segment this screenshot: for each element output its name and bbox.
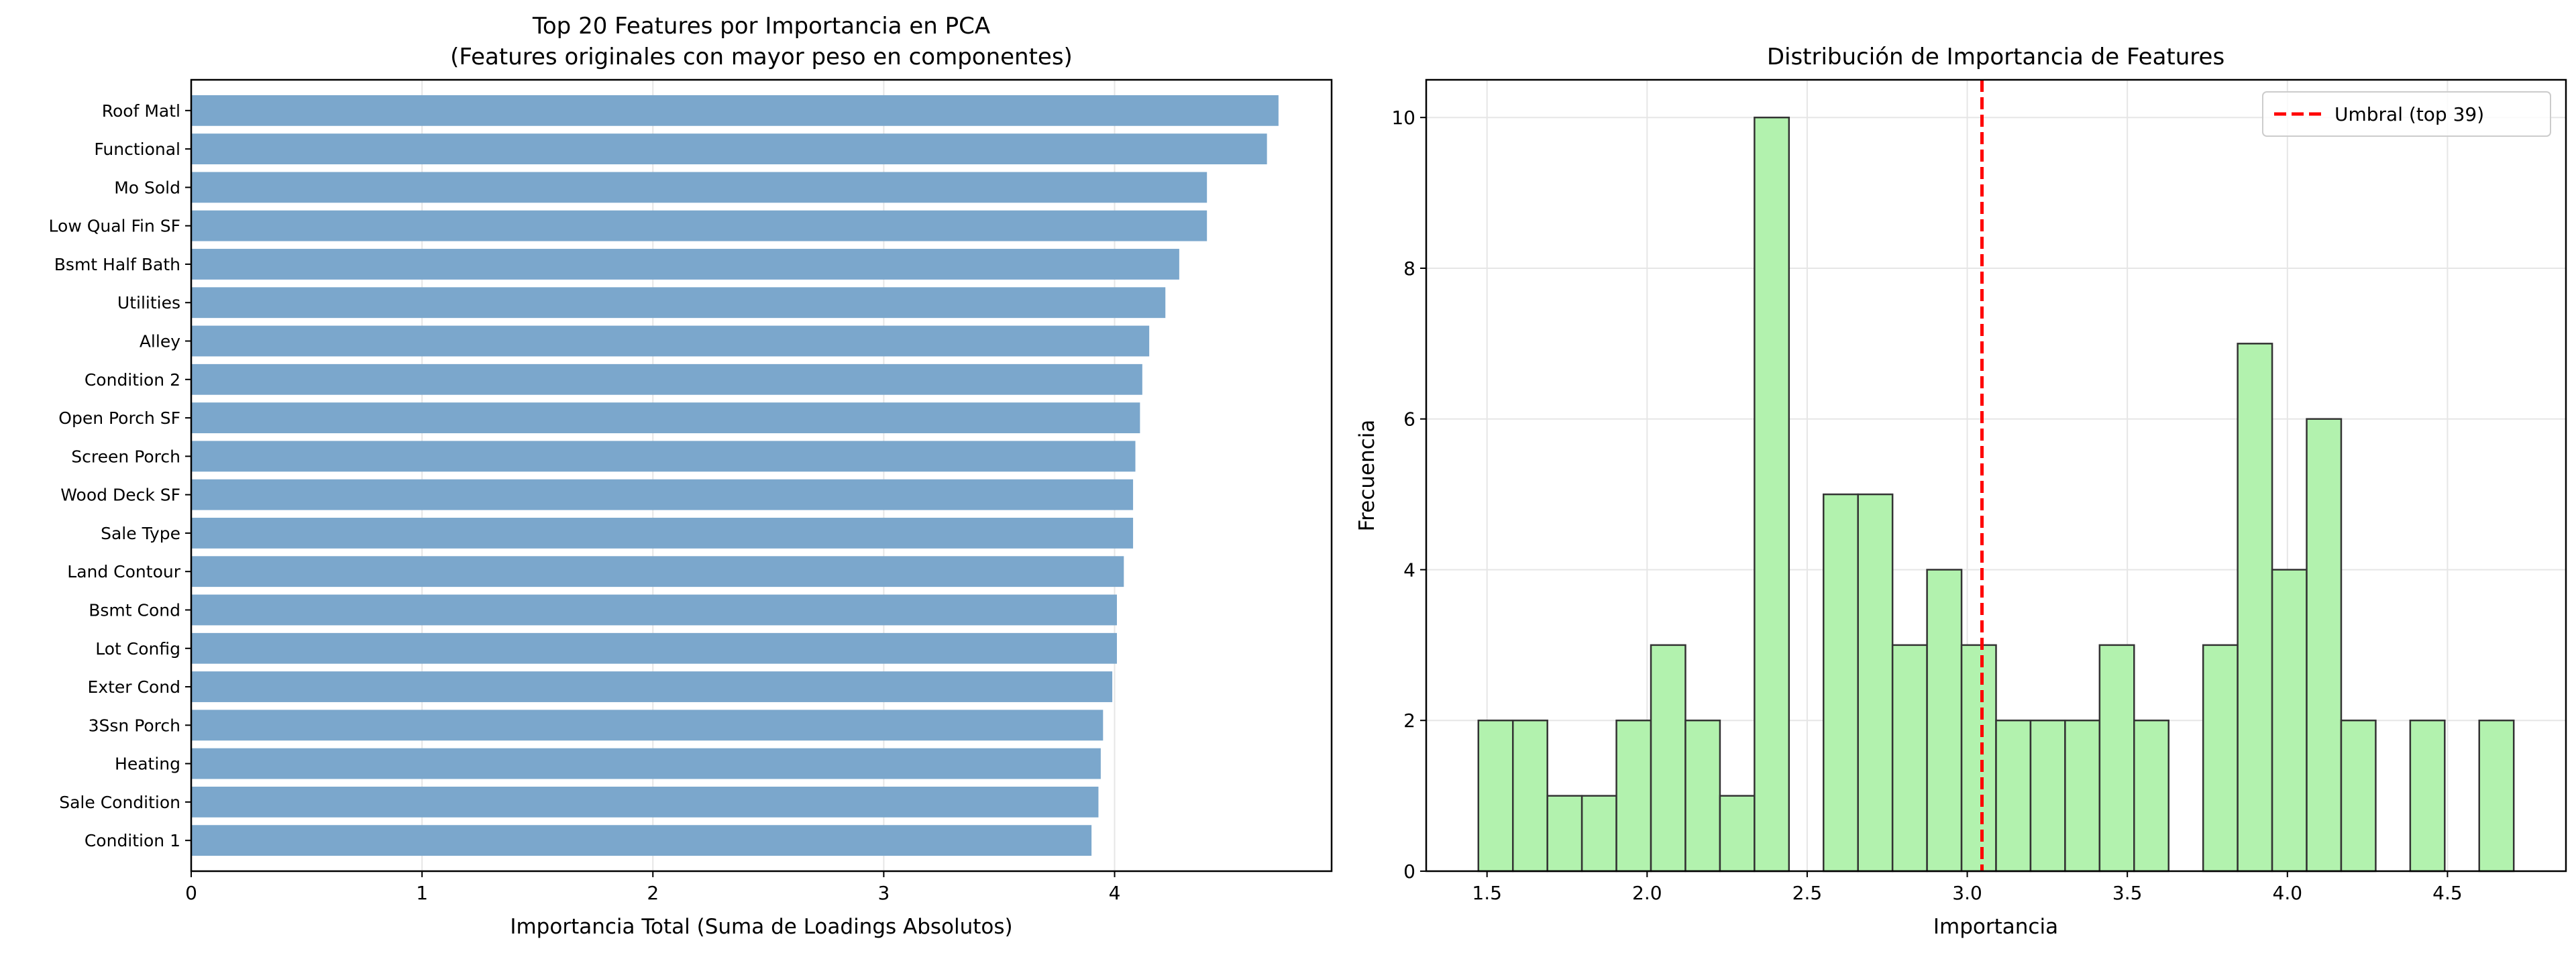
left-subtitle: (Features originales con mayor peso en c… bbox=[450, 44, 1073, 70]
histogram-bar bbox=[1580, 795, 1617, 873]
bar bbox=[191, 402, 1140, 433]
x-tick-label: 1 bbox=[416, 882, 428, 904]
histogram-bar bbox=[2064, 719, 2101, 873]
y-tick-label: Sale Condition bbox=[59, 793, 180, 812]
right-xlabel: Importancia bbox=[1933, 915, 2058, 939]
histogram-bar bbox=[2202, 644, 2239, 873]
y-tick-label: Bsmt Cond bbox=[89, 600, 180, 620]
histogram-importance: Distribución de Importancia de Features … bbox=[1355, 44, 2567, 939]
x-tick-label: 3.5 bbox=[2112, 882, 2143, 904]
bar bbox=[191, 786, 1099, 818]
y-tick-label: Heating bbox=[115, 754, 180, 774]
bar bbox=[191, 210, 1208, 241]
bar bbox=[191, 671, 1113, 702]
y-tick-label: Mo Sold bbox=[114, 178, 180, 197]
y-tick-label: Wood Deck SF bbox=[60, 486, 180, 505]
x-tick-label: 1.5 bbox=[1472, 882, 1502, 904]
histogram-bar bbox=[2098, 644, 2135, 873]
x-tick-label: 0 bbox=[185, 882, 197, 904]
histogram-bar bbox=[1891, 644, 1928, 873]
x-tick-label: 4.0 bbox=[2273, 882, 2303, 904]
bar bbox=[191, 287, 1166, 319]
histogram-bar bbox=[1926, 569, 1963, 873]
y-tick-label: Condition 1 bbox=[85, 831, 180, 850]
histogram-bar bbox=[2409, 719, 2446, 873]
legend: Umbral (top 39) bbox=[2262, 91, 2551, 137]
histogram-bar bbox=[2029, 719, 2066, 873]
histogram-bar bbox=[1719, 795, 1756, 873]
y-tick-label: Exter Cond bbox=[88, 677, 180, 697]
axes-frame bbox=[190, 78, 1333, 873]
y-tick-label: Utilities bbox=[117, 293, 180, 313]
histogram-bar bbox=[2237, 343, 2273, 873]
bar bbox=[191, 95, 1279, 126]
x-tick-label: 2.5 bbox=[1792, 882, 1823, 904]
bar bbox=[191, 710, 1104, 741]
y-tick-label: Bsmt Half Bath bbox=[54, 255, 180, 274]
bar bbox=[191, 325, 1150, 357]
y-tick-label: Sale Type bbox=[101, 524, 180, 543]
bar bbox=[191, 556, 1124, 587]
bar-chart-importance: Top 20 Features por Importancia en PCA (… bbox=[49, 13, 1333, 939]
legend-label: Umbral (top 39) bbox=[2334, 103, 2484, 125]
y-tick-label: Roof Matl bbox=[102, 101, 180, 121]
histogram-bar bbox=[1823, 493, 1859, 873]
bar bbox=[191, 632, 1117, 664]
bar bbox=[191, 172, 1208, 203]
right-ylabel: Frecuencia bbox=[1355, 420, 1379, 532]
x-tick-label: 3 bbox=[877, 882, 890, 904]
bar bbox=[191, 594, 1117, 626]
histogram-bar bbox=[1960, 644, 1997, 873]
histogram-bar bbox=[1995, 719, 2032, 873]
bar bbox=[191, 441, 1136, 472]
histogram-bar bbox=[1684, 719, 1721, 873]
left-xlabel: Importancia Total (Suma de Loadings Abso… bbox=[510, 915, 1012, 939]
x-tick-label: 2 bbox=[647, 882, 659, 904]
y-tick-label: Condition 2 bbox=[85, 370, 180, 390]
x-tick-label: 4 bbox=[1109, 882, 1121, 904]
y-tick-label: 0 bbox=[1403, 860, 1415, 883]
legend-box bbox=[2262, 91, 2551, 137]
right-title: Distribución de Importancia de Features bbox=[1767, 44, 2224, 70]
histogram-bar bbox=[2271, 569, 2308, 873]
histogram-bar bbox=[1857, 493, 1894, 873]
y-tick-label: Lot Config bbox=[95, 639, 180, 659]
left-title: Top 20 Features por Importancia en PCA bbox=[532, 13, 990, 40]
y-tick-label: Functional bbox=[94, 139, 180, 159]
y-tick-label: 4 bbox=[1403, 559, 1415, 581]
y-tick-label: 3Ssn Porch bbox=[89, 716, 180, 735]
histogram-bar bbox=[2478, 719, 2515, 873]
bar bbox=[191, 825, 1092, 856]
bar bbox=[191, 133, 1267, 165]
histogram-bar bbox=[1477, 719, 1514, 873]
y-tick-label: Land Contour bbox=[67, 562, 180, 581]
histogram-bar bbox=[2133, 719, 2169, 873]
histogram-bar bbox=[1511, 719, 1548, 873]
bar bbox=[191, 479, 1134, 510]
histogram-bar bbox=[1546, 795, 1583, 873]
y-tick-label: Open Porch SF bbox=[58, 408, 180, 428]
y-tick-label: Screen Porch bbox=[71, 447, 180, 466]
bar bbox=[191, 748, 1101, 779]
y-tick-label: 6 bbox=[1403, 408, 1415, 431]
y-tick-label: 8 bbox=[1403, 258, 1415, 280]
x-tick-label: 4.5 bbox=[2432, 882, 2463, 904]
y-tick-label: 2 bbox=[1403, 710, 1415, 732]
histogram-bar bbox=[1615, 719, 1652, 873]
histogram-bar bbox=[2340, 719, 2377, 873]
y-tick-label: 10 bbox=[1391, 107, 1415, 129]
bar bbox=[191, 518, 1134, 549]
y-tick-label: Alley bbox=[140, 332, 180, 351]
bar bbox=[191, 363, 1142, 395]
y-tick-label: Low Qual Fin SF bbox=[49, 217, 180, 236]
x-tick-label: 2.0 bbox=[1632, 882, 1662, 904]
bar bbox=[191, 249, 1179, 280]
axes-frame bbox=[1425, 78, 2567, 873]
histogram-bar bbox=[1754, 116, 1790, 873]
histogram-bar bbox=[1650, 644, 1686, 873]
x-tick-label: 3.0 bbox=[1952, 882, 1982, 904]
histogram-bar bbox=[2306, 418, 2343, 873]
